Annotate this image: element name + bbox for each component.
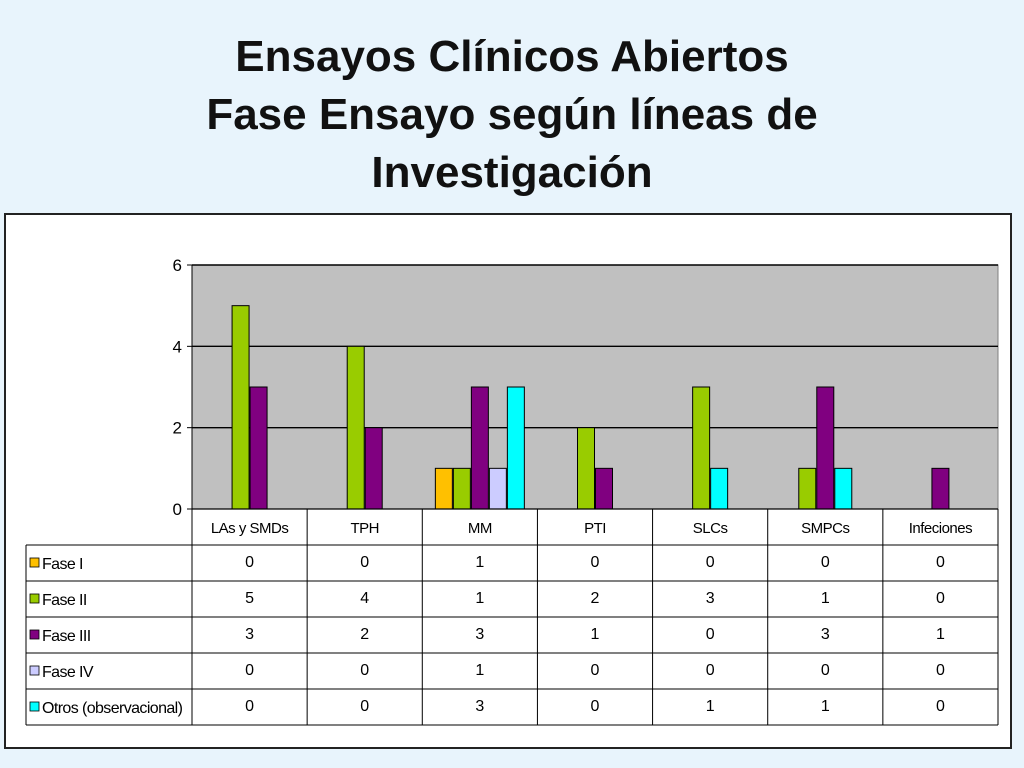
data-label: 3 xyxy=(821,626,830,643)
bar-chart: 0 2 4 6 LAs y SMDs TPH MM PTI SLCs SMPCs Infecione… xyxy=(25,256,999,726)
bar xyxy=(798,467,817,510)
series-label: Fase III xyxy=(42,628,91,645)
data-label: 0 xyxy=(591,554,600,571)
data-label: 3 xyxy=(475,626,484,643)
bar xyxy=(692,386,711,510)
data-label: 0 xyxy=(936,698,945,715)
category-label: PTI xyxy=(584,520,606,537)
category-label: Infeciones xyxy=(909,520,972,537)
data-label: 0 xyxy=(936,590,945,607)
data-label: 1 xyxy=(706,698,715,715)
data-label: 3 xyxy=(706,590,715,607)
data-label: 0 xyxy=(591,698,600,715)
legend-swatch xyxy=(29,557,40,568)
data-label: 5 xyxy=(245,590,254,607)
bar xyxy=(595,467,613,510)
data-label: 0 xyxy=(245,698,254,715)
data-label: 1 xyxy=(475,662,484,679)
data-label: 2 xyxy=(591,590,600,607)
legend-swatch xyxy=(29,701,40,712)
data-label: 0 xyxy=(360,662,369,679)
title-line-2: Fase Ensayo según líneas de xyxy=(206,90,818,139)
bar xyxy=(710,467,729,510)
data-label: 0 xyxy=(360,554,369,571)
series-label: Fase II xyxy=(42,592,87,609)
bar xyxy=(577,427,595,510)
y-tick-label: 4 xyxy=(173,337,182,356)
bar xyxy=(364,427,383,510)
data-label: 0 xyxy=(936,662,945,679)
bar xyxy=(249,386,268,510)
category-label: SMPCs xyxy=(801,520,849,537)
data-label: 3 xyxy=(245,626,254,643)
bar xyxy=(834,467,853,510)
category-label: MM xyxy=(468,520,492,537)
data-label: 0 xyxy=(706,626,715,643)
data-label: 0 xyxy=(591,662,600,679)
category-label: SLCs xyxy=(693,520,728,537)
category-label: TPH xyxy=(350,520,379,537)
data-label: 0 xyxy=(936,554,945,571)
data-label: 1 xyxy=(821,590,830,607)
chart-panel: 0 2 4 6 LAs y SMDs TPH MM PTI SLCs SMPCs Infecione… xyxy=(4,213,1012,749)
bar xyxy=(931,467,950,510)
data-label: 0 xyxy=(706,662,715,679)
y-tick-label: 2 xyxy=(173,419,182,438)
data-label: 0 xyxy=(821,554,830,571)
data-label: 1 xyxy=(821,698,830,715)
bar xyxy=(434,467,453,510)
bar xyxy=(506,386,525,510)
data-label: 0 xyxy=(245,554,254,571)
data-label: 0 xyxy=(245,662,254,679)
y-tick-label: 6 xyxy=(173,256,182,275)
data-label: 1 xyxy=(475,554,484,571)
title-line-3: Investigación xyxy=(371,148,653,197)
legend-swatch xyxy=(29,593,40,604)
data-label: 1 xyxy=(936,626,945,643)
data-label: 1 xyxy=(591,626,600,643)
legend-swatch xyxy=(29,629,40,640)
bar xyxy=(452,467,471,510)
category-label: LAs y SMDs xyxy=(211,520,289,537)
bar xyxy=(346,345,365,510)
series-label: Fase I xyxy=(42,556,83,573)
data-label: 0 xyxy=(706,554,715,571)
bar xyxy=(488,467,507,510)
data-label: 0 xyxy=(360,698,369,715)
series-label: Otros (observacional) xyxy=(42,700,183,717)
legend-swatch xyxy=(29,665,40,676)
bar xyxy=(470,386,489,510)
bar xyxy=(816,386,835,510)
data-label: 2 xyxy=(360,626,369,643)
page-title: Ensayos Clínicos Abiertos Fase Ensayo se… xyxy=(0,28,1024,202)
data-label: 4 xyxy=(360,590,369,607)
bar xyxy=(231,305,250,510)
data-label: 3 xyxy=(475,698,484,715)
series-label: Fase IV xyxy=(42,664,94,681)
y-tick-label: 0 xyxy=(173,500,182,519)
data-label: 0 xyxy=(821,662,830,679)
title-line-1: Ensayos Clínicos Abiertos xyxy=(235,32,789,81)
data-label: 1 xyxy=(475,590,484,607)
